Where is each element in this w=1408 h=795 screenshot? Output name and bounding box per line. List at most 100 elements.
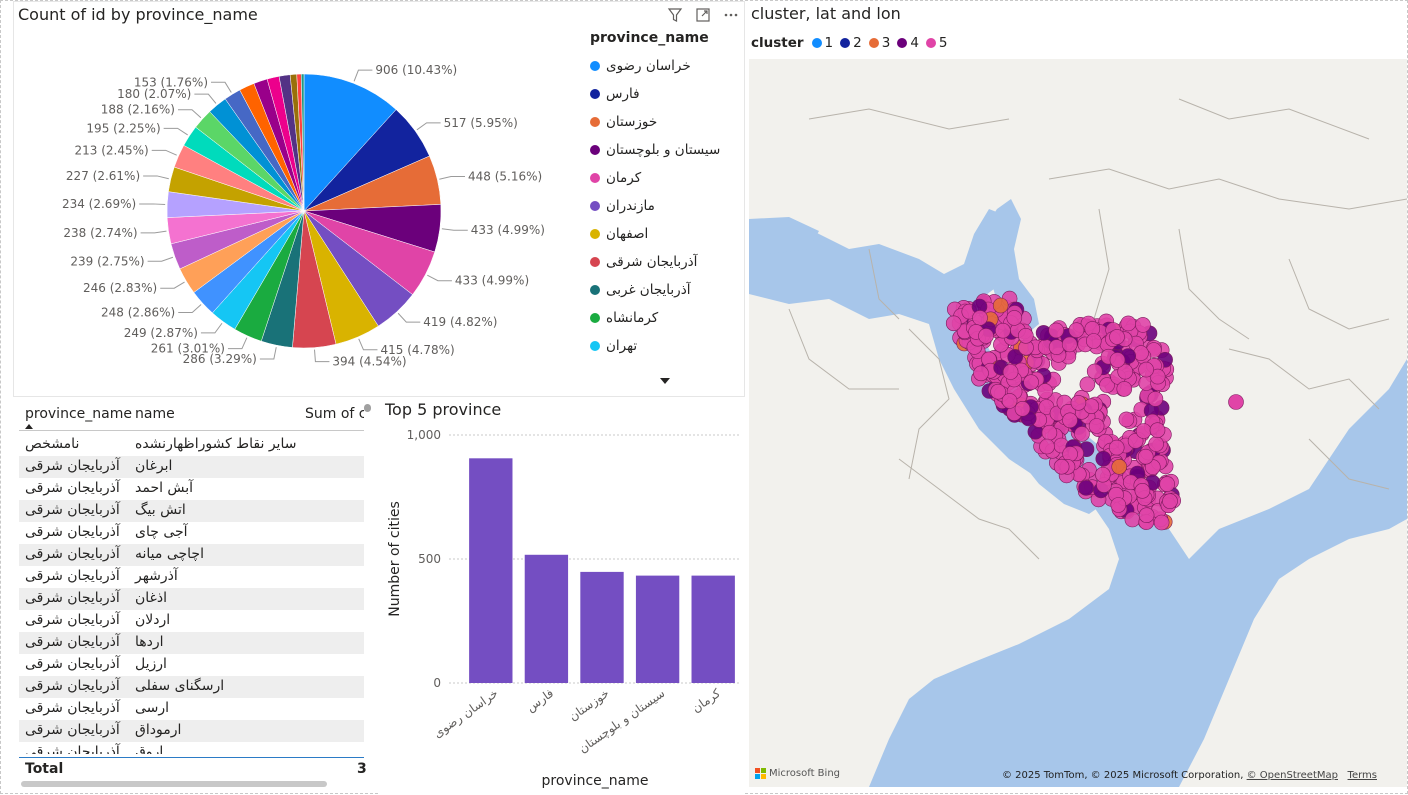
sort-ascending-icon[interactable] [25,424,33,429]
map-point[interactable] [1085,333,1102,349]
map-point[interactable] [1148,436,1164,452]
vertical-scrollbar[interactable] [364,404,371,412]
bar[interactable] [635,575,680,683]
map-point[interactable] [1014,400,1031,417]
focus-mode-icon[interactable] [694,6,712,24]
column-header-name[interactable]: name [135,406,175,422]
map-point[interactable] [1133,345,1149,361]
map-point[interactable] [1147,391,1164,407]
map-point[interactable] [1048,322,1065,339]
more-options-icon[interactable] [722,6,740,24]
filter-icon[interactable] [666,6,684,24]
table-row[interactable]: آذربایجان شرقی اردها [19,632,364,654]
map-point[interactable] [1048,339,1065,355]
table-row[interactable]: آذربایجان شرقی ارزیل [19,654,364,676]
map-point[interactable] [1159,476,1176,492]
map-point[interactable] [1078,480,1094,496]
map-point[interactable] [1138,507,1155,524]
legend-item[interactable]: خوزستان [590,108,746,136]
map-point[interactable] [995,322,1011,339]
map-point[interactable] [1001,393,1018,409]
table-row[interactable]: آذربایجان شرقی ارموداق [19,720,364,742]
map-legend-item[interactable]: 2 [840,35,862,51]
map-point[interactable] [1120,315,1137,332]
table-visual[interactable]: province_name name Sum of c نامشخص سایر ن… [19,401,371,793]
map-point[interactable] [1135,317,1151,333]
map-point[interactable] [945,315,962,332]
map-legend-item[interactable]: 3 [868,35,890,51]
table-row[interactable]: آذربایجان شرقی آجی چای [19,522,364,544]
map-point[interactable] [1088,418,1105,434]
map-point[interactable] [1094,466,1111,483]
map-point[interactable] [1124,511,1141,528]
map-point[interactable] [1061,336,1078,353]
legend-item[interactable]: آذربایجان شرقی [590,248,746,276]
column-header-province[interactable]: province_name [25,406,132,422]
column-header-sum[interactable]: Sum of c [305,406,364,422]
legend-item[interactable]: مازندران [590,192,746,220]
map-point[interactable] [1095,450,1112,467]
map-visual[interactable]: cluster, lat and lon cluster 1 2 3 4 5 [749,1,1407,791]
map-point[interactable] [990,383,1006,400]
bar[interactable] [524,554,569,683]
bar[interactable] [469,458,513,683]
map-point[interactable] [1116,381,1133,397]
map-point[interactable] [1037,383,1053,399]
map-point[interactable] [1149,368,1166,385]
map-point[interactable] [1117,363,1134,380]
map-point[interactable] [1134,482,1151,499]
map-point[interactable] [1017,327,1034,344]
map-point[interactable] [1110,497,1127,513]
map-point[interactable] [1006,310,1023,326]
legend-item[interactable]: سیستان و بلوچستان [590,136,746,164]
table-row[interactable]: نامشخص سایر نقاط کشوراظهارنشده [19,434,364,456]
map-point[interactable] [973,365,989,382]
map-point[interactable] [1138,361,1154,378]
legend-item[interactable]: تهران [590,332,746,360]
map-point[interactable] [1228,394,1244,410]
legend-item[interactable]: اصفهان [590,220,746,248]
map-canvas[interactable]: Microsoft Bing © 2025 TomTom, © 2025 Mic… [749,59,1407,787]
legend-item[interactable]: خراسان رضوی [590,52,746,80]
map-point[interactable] [1070,394,1087,411]
pie-chart-visual[interactable]: Count of id by province_name 906 (10.43%… [13,1,745,397]
table-row[interactable]: آذربایجان شرقی آذرشهر [19,566,364,588]
map-point[interactable] [1074,426,1090,442]
legend-item[interactable]: کرمان [590,164,746,192]
map-point[interactable] [1062,446,1078,462]
map-point[interactable] [1135,423,1152,439]
pie-slice[interactable] [300,73,305,212]
map-point[interactable] [1109,329,1125,345]
table-row[interactable]: آذربایجان شرقی ارسی [19,698,364,720]
map-point[interactable] [1023,374,1039,391]
map-point[interactable] [1007,349,1024,365]
terms-link[interactable]: Terms [1347,770,1377,781]
map-point[interactable] [1137,448,1154,465]
map-point[interactable] [1062,412,1078,429]
map-point[interactable] [1153,514,1170,531]
table-row[interactable]: آذربایجان شرقی اذغان [19,588,364,610]
map-point[interactable] [972,310,988,326]
legend-item[interactable]: آذربایجان غربی [590,276,746,304]
map-legend-item[interactable]: 1 [811,35,833,51]
map-point[interactable] [1079,376,1096,393]
map-legend-item[interactable]: 5 [925,35,948,51]
map-point[interactable] [1109,352,1126,368]
table-row[interactable]: آذربایجان شرقی ارسگنای سفلی [19,676,364,698]
map-point[interactable] [1041,424,1058,441]
table-row[interactable]: آذربایجان شرقی اروق [19,742,364,754]
map-point[interactable] [1039,438,1055,455]
table-row[interactable]: آذربایجان شرقی آبش احمد [19,478,364,500]
map-point[interactable] [1111,458,1128,475]
legend-scroll-down-icon[interactable] [660,378,670,384]
pie-slice[interactable] [303,73,397,212]
table-row[interactable]: آذربایجان شرقی اتش بیگ [19,500,364,522]
bar[interactable] [691,575,735,683]
map-point[interactable] [1068,322,1085,339]
table-row[interactable]: آذربایجان شرقی اردلان [19,610,364,632]
map-point[interactable] [978,328,994,344]
map-point[interactable] [1086,363,1103,380]
map-point[interactable] [1118,411,1135,428]
map-point[interactable] [1053,458,1070,475]
map-point[interactable] [992,297,1009,314]
